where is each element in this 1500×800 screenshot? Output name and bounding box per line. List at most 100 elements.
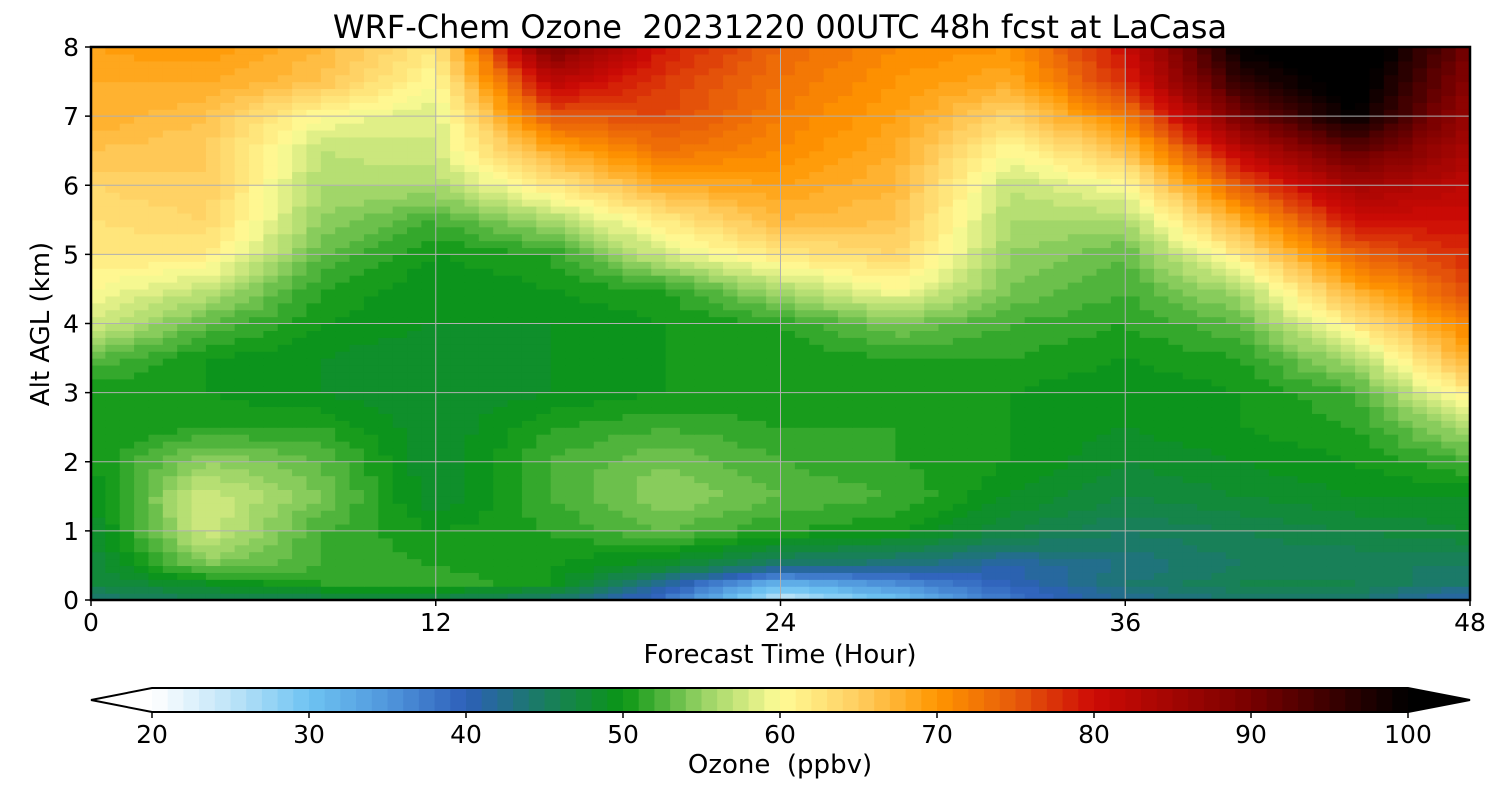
heatmap-cell	[708, 330, 724, 338]
heatmap-cell	[91, 586, 106, 594]
heatmap-cell	[1240, 586, 1256, 594]
heatmap-cell	[306, 385, 322, 394]
heatmap-cell	[1340, 530, 1356, 539]
heatmap-cell	[1398, 482, 1414, 490]
heatmap-cell	[1125, 468, 1141, 477]
heatmap-cell	[881, 371, 897, 380]
heatmap-cell	[320, 441, 336, 449]
heatmap-cell	[320, 572, 336, 580]
heatmap-cell	[134, 427, 150, 435]
heatmap-cell	[665, 337, 681, 345]
heatmap-cell	[565, 371, 580, 380]
heatmap-cell	[1153, 510, 1169, 518]
heatmap-cell	[1110, 523, 1126, 532]
heatmap-cell	[550, 427, 566, 435]
heatmap-cell	[1426, 461, 1442, 470]
heatmap-cell	[794, 544, 810, 553]
heatmap-cell	[249, 523, 264, 532]
heatmap-cell	[507, 358, 523, 366]
heatmap-cell	[191, 240, 207, 249]
heatmap-cell	[407, 434, 422, 442]
heatmap-cell	[780, 385, 796, 394]
heatmap-cell	[162, 530, 178, 539]
heatmap-cell	[1426, 282, 1442, 290]
heatmap-cell	[579, 530, 595, 539]
heatmap-cell	[938, 537, 954, 546]
heatmap-cell	[565, 441, 580, 449]
heatmap-cell	[1455, 413, 1470, 421]
heatmap-cell	[694, 295, 710, 304]
heatmap-cell	[478, 295, 494, 304]
heatmap-cell	[823, 537, 839, 546]
heatmap-cell	[1024, 254, 1040, 262]
heatmap-cell	[924, 399, 940, 408]
heatmap-cell	[306, 399, 322, 408]
heatmap-cell	[823, 468, 839, 477]
heatmap-cell	[1024, 247, 1040, 255]
heatmap-cell	[1441, 489, 1457, 497]
heatmap-cell	[1412, 489, 1428, 497]
heatmap-cell	[1168, 261, 1184, 269]
heatmap-cell	[363, 364, 379, 373]
heatmap-cell	[837, 593, 853, 600]
heatmap-cell	[1340, 447, 1356, 456]
heatmap-cell	[277, 240, 293, 249]
heatmap-cell	[1211, 378, 1227, 387]
heatmap-cell	[1426, 399, 1442, 408]
heatmap-cell	[91, 385, 106, 394]
heatmap-cell	[335, 295, 351, 304]
heatmap-cell	[277, 295, 293, 304]
heatmap-cell	[1153, 330, 1169, 338]
heatmap-cell	[708, 302, 724, 311]
heatmap-cell	[363, 316, 379, 325]
heatmap-cell	[723, 275, 738, 283]
heatmap-cell	[134, 330, 150, 338]
heatmap-cell	[1412, 254, 1428, 262]
heatmap-cell	[1297, 510, 1313, 518]
heatmap-cell	[1383, 427, 1399, 435]
heatmap-cell	[881, 565, 897, 573]
heatmap-cell	[1311, 316, 1327, 325]
heatmap-cell	[363, 413, 379, 421]
heatmap-cell	[881, 275, 897, 283]
heatmap-cell	[1426, 247, 1442, 255]
heatmap-cell	[378, 489, 394, 497]
heatmap-cell	[751, 309, 767, 318]
heatmap-cell	[866, 461, 882, 470]
heatmap-cell	[651, 378, 667, 387]
heatmap-cell	[837, 551, 853, 560]
heatmap-cell	[1153, 517, 1169, 525]
heatmap-cell	[895, 551, 911, 560]
heatmap-cell	[263, 558, 279, 567]
heatmap-cell	[723, 558, 738, 567]
heatmap-cell	[924, 351, 940, 359]
heatmap-cell	[550, 358, 566, 366]
heatmap-cell	[134, 385, 150, 394]
heatmap-cell	[1053, 496, 1069, 504]
heatmap-cell	[938, 572, 954, 580]
heatmap-cell	[593, 392, 609, 401]
heatmap-cell	[995, 544, 1011, 553]
heatmap-cell	[119, 544, 135, 553]
heatmap-cell	[148, 565, 164, 573]
heatmap-cell	[134, 586, 150, 594]
heatmap-cell	[421, 496, 437, 504]
heatmap-cell	[1082, 441, 1098, 449]
heatmap-cell	[536, 537, 552, 546]
heatmap-cell	[407, 530, 422, 539]
heatmap-cell	[478, 261, 494, 269]
heatmap-cell	[1311, 420, 1327, 428]
heatmap-cell	[450, 496, 466, 504]
heatmap-cell	[694, 302, 710, 311]
heatmap-cell	[306, 593, 322, 600]
heatmap-cell	[924, 523, 940, 532]
heatmap-cell	[608, 461, 624, 470]
heatmap-cell	[723, 344, 738, 352]
heatmap-cell	[565, 378, 580, 387]
heatmap-cell	[1268, 579, 1284, 587]
heatmap-cell	[852, 344, 868, 352]
heatmap-cell	[1441, 275, 1457, 283]
heatmap-cell	[1254, 385, 1270, 394]
heatmap-cell	[1254, 461, 1270, 470]
heatmap-cell	[837, 282, 853, 290]
